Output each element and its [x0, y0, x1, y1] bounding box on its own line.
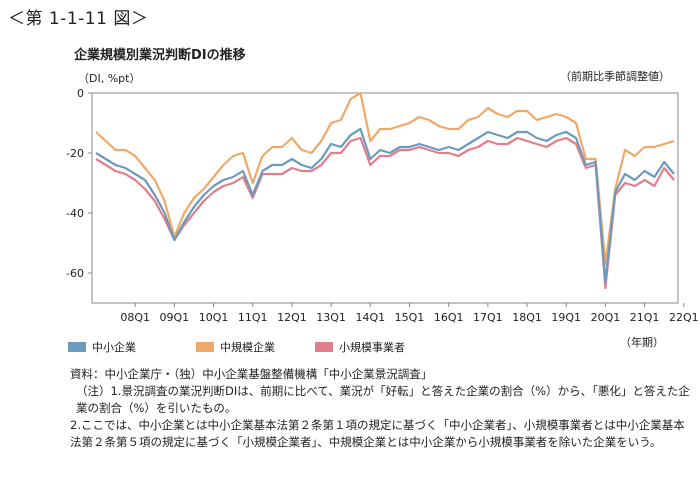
x-tick-label: 15Q1 [395, 311, 425, 324]
note-1: （注）1.景況調査の業況判断DIは、前期に比べて、業況が「好転」と答えた企業の割… [76, 384, 690, 415]
plot-frame [91, 92, 679, 304]
x-tick-label: 18Q1 [512, 311, 542, 324]
legend-label-sme: 中小企業 [92, 341, 136, 354]
x-tick-label: 08Q1 [120, 311, 150, 324]
x-tick-label: 13Q1 [316, 311, 346, 324]
y-tick-label: -20 [66, 147, 84, 160]
x-tick-label: 16Q1 [434, 311, 464, 324]
source-note: 資料：中小企業庁・（独）中小企業基盤整備機構「中小企業景況調査」 [70, 367, 433, 381]
axes [88, 92, 685, 307]
note-2: 2.ここでは、中小企業とは中小企業基本法第２条第１項の規定に基づく「中小企業者」… [70, 418, 685, 449]
legend-label-medium: 中規模企業 [220, 341, 275, 354]
x-tick-label: 14Q1 [355, 311, 385, 324]
x-tick-label: 20Q1 [591, 311, 621, 324]
x-tick-label: 10Q1 [199, 311, 229, 324]
y-tick-label: -40 [66, 207, 84, 220]
y-tick-label: -60 [66, 267, 84, 280]
legend-item-medium: 中規模企業 [196, 339, 275, 355]
legend-swatch-sme [68, 342, 86, 352]
x-tick-label: 17Q1 [473, 311, 503, 324]
chart-title: 企業規模別業況判断DIの推移 [74, 48, 246, 63]
x-tick-label: 12Q1 [277, 311, 307, 324]
legend-swatch-medium [196, 342, 214, 352]
series-line-2 [95, 136, 675, 290]
notes: 資料：中小企業庁・（独）中小企業基盤整備機構「中小企業景況調査」 （注）1.景況… [70, 366, 690, 451]
x-tick-label: 09Q1 [160, 311, 190, 324]
x-tick-label: 11Q1 [238, 311, 268, 324]
legend-item-small: 小規模事業者 [315, 339, 405, 355]
x-axis-unit: （年期） [620, 336, 664, 349]
legend: 中小企業 中規模企業 小規模事業者 [68, 339, 445, 355]
series-line-0 [95, 127, 675, 284]
y-tick-label: 0 [77, 87, 84, 100]
series-lines [95, 91, 675, 290]
x-tick-label: 21Q1 [630, 311, 660, 324]
legend-label-small: 小規模事業者 [339, 341, 405, 354]
legend-item-sme: 中小企業 [68, 339, 136, 355]
x-tick-label: 22Q1 [669, 311, 699, 324]
x-tick-label: 19Q1 [551, 311, 581, 324]
tick-labels: 0 -20 -40 -60 08Q1 09Q1 10Q1 11Q1 12Q1 13Q1 14Q1 15… [66, 87, 699, 324]
legend-swatch-small [315, 342, 333, 352]
series-line-1 [95, 91, 675, 266]
y-axis-unit: （DI, %pt） [78, 72, 141, 85]
seasonal-adjust-note: （前期比季節調整値） [560, 70, 670, 83]
figure-label: ＜第 1-1-11 図＞ [8, 9, 149, 29]
